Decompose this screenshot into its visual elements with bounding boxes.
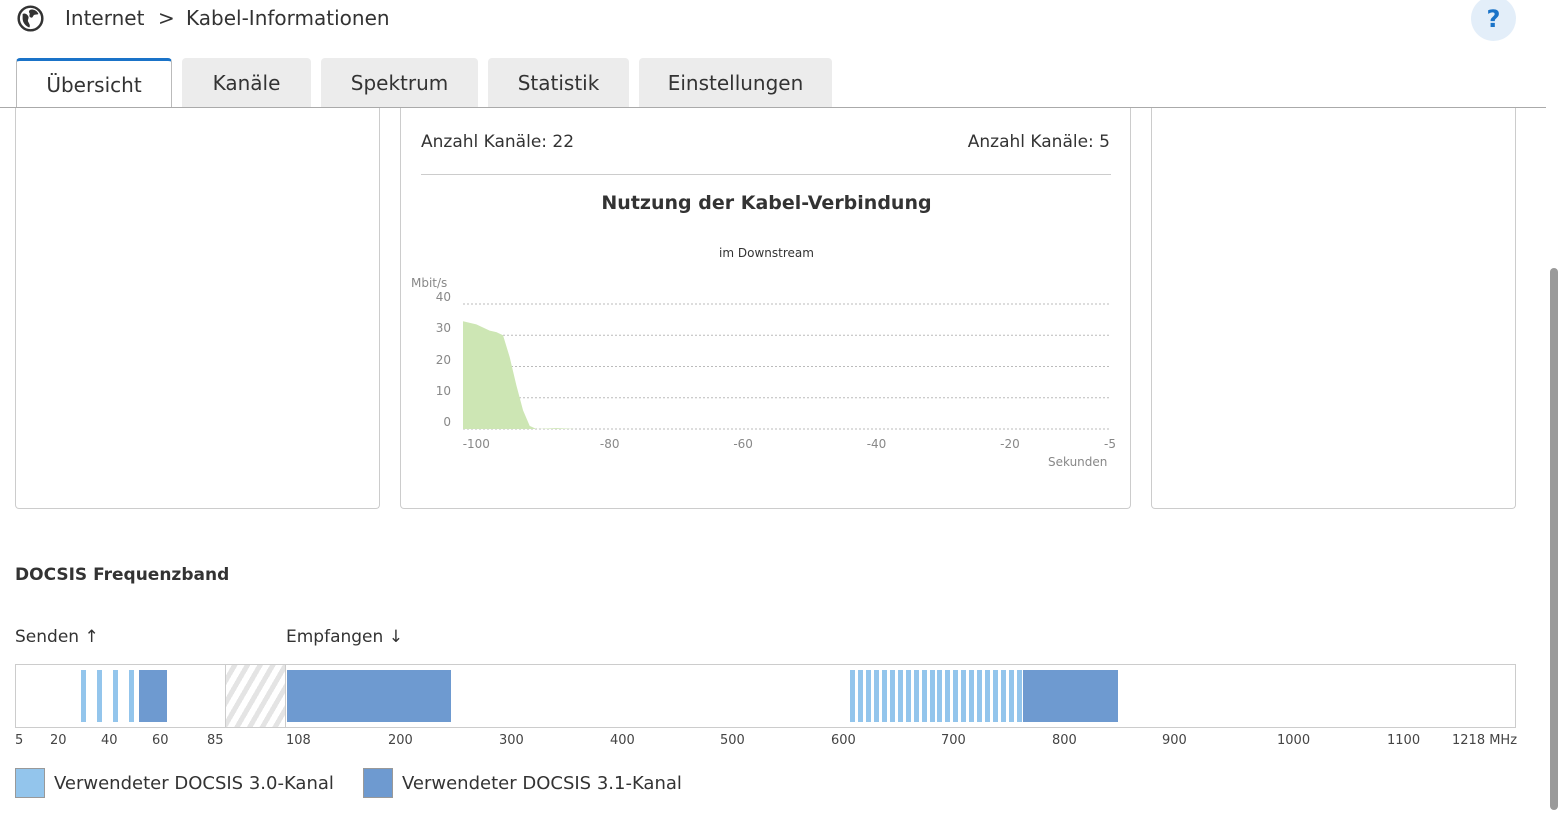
downstream-docsis30-channel xyxy=(1009,670,1014,722)
breadcrumb-separator-icon: > xyxy=(158,6,175,30)
upstream-docsis30-channel xyxy=(97,670,102,722)
breadcrumb-internet[interactable]: Internet xyxy=(65,6,145,30)
upstream-docsis30-channel xyxy=(129,670,134,722)
right-card xyxy=(1151,108,1516,509)
downstream-docsis31-channel xyxy=(287,670,451,722)
tab-statistik[interactable]: Statistik xyxy=(488,58,629,107)
legend-swatch-docsis31 xyxy=(363,768,393,798)
breadcrumb-current: Kabel-Informationen xyxy=(186,6,390,30)
legend-swatch-docsis30 xyxy=(15,768,45,798)
frequency-tick-label: 5 xyxy=(15,733,24,748)
y-tick-label: 30 xyxy=(435,321,451,336)
arrow-up-icon: ↑ xyxy=(84,627,99,647)
downstream-docsis30-channel xyxy=(993,670,999,722)
downstream-docsis30-channel xyxy=(889,670,895,722)
frequency-tick-label: 400 xyxy=(610,733,635,748)
downstream-docsis31-channel xyxy=(1023,670,1118,722)
frequency-tick-label: 300 xyxy=(499,733,524,748)
frequency-tick-label: 600 xyxy=(831,733,856,748)
send-label: Senden ↑ xyxy=(15,627,99,647)
downstream-docsis30-channel xyxy=(857,670,863,722)
downstream-docsis30-channel xyxy=(850,670,855,722)
help-icon: ? xyxy=(1486,4,1501,33)
frequency-tick-label: 900 xyxy=(1162,733,1187,748)
legend-docsis30: Verwendeter DOCSIS 3.0-Kanal xyxy=(54,773,334,794)
arrow-down-icon: ↓ xyxy=(388,627,403,647)
tab-kanaele[interactable]: Kanäle xyxy=(182,58,311,107)
downstream-docsis30-channel xyxy=(985,670,991,722)
downstream-docsis30-channel xyxy=(969,670,975,722)
frequency-tick-label: 800 xyxy=(1052,733,1077,748)
downstream-docsis30-channel xyxy=(881,670,887,722)
x-tick-label: -5 xyxy=(1104,437,1116,451)
globe-icon xyxy=(17,5,44,32)
chart-title: Nutzung der Kabel-Verbindung xyxy=(601,192,932,214)
downstream-docsis30-channel xyxy=(945,670,951,722)
left-card xyxy=(15,108,380,509)
scrollbar-thumb[interactable] xyxy=(1550,268,1558,810)
downstream-docsis30-channel xyxy=(1001,670,1007,722)
card-divider xyxy=(421,174,1111,175)
tab-divider xyxy=(0,107,1546,108)
tab-einstellungen[interactable]: Einstellungen xyxy=(639,58,832,107)
frequency-tick-label: 200 xyxy=(388,733,413,748)
downstream-docsis30-channel xyxy=(905,670,911,722)
legend-docsis31: Verwendeter DOCSIS 3.1-Kanal xyxy=(402,773,682,794)
frequency-band-bar xyxy=(15,664,1516,728)
downstream-docsis30-channel xyxy=(1016,670,1022,722)
frequency-tick-label: 40 xyxy=(101,733,118,748)
downstream-docsis30-channel xyxy=(953,670,959,722)
frequency-tick-label: 500 xyxy=(720,733,745,748)
x-axis-label: Sekunden xyxy=(1048,455,1108,469)
frequency-tick-label: 108 xyxy=(286,733,311,748)
y-tick-label: 40 xyxy=(435,290,451,304)
tab-spektrum[interactable]: Spektrum xyxy=(321,58,478,107)
y-tick-label: 0 xyxy=(443,415,451,429)
frequency-tick-label: 700 xyxy=(941,733,966,748)
downstream-docsis30-channel xyxy=(961,670,967,722)
guard-band-hatch xyxy=(225,665,286,727)
downstream-docsis30-channel xyxy=(873,670,879,722)
downstream-docsis30-channel xyxy=(897,670,903,722)
y-tick-label: 10 xyxy=(435,383,451,398)
frequency-tick-label: 1000 xyxy=(1277,733,1311,748)
x-tick-label: -60 xyxy=(733,437,753,451)
x-tick-label: -20 xyxy=(1000,437,1020,451)
tab-uebersicht[interactable]: Übersicht xyxy=(16,58,172,108)
upstream-docsis30-channel xyxy=(113,670,118,722)
upstream-channel-count: Anzahl Kanäle: 22 xyxy=(421,132,575,152)
receive-text: Empfangen xyxy=(286,627,384,647)
frequency-tick-label: 60 xyxy=(152,733,169,748)
usage-card: Anzahl Kanäle: 22 Anzahl Kanäle: 5 Nutzu… xyxy=(400,108,1131,509)
x-tick-label: -80 xyxy=(599,437,620,451)
frequency-tick-label: 1218 MHz xyxy=(1452,733,1518,748)
frequency-tick-label: 1100 xyxy=(1387,733,1421,748)
scrollbar[interactable] xyxy=(1546,0,1565,824)
downstream-docsis30-channel xyxy=(937,670,943,722)
help-button[interactable]: ? xyxy=(1471,0,1516,41)
frequency-tick-label: 85 xyxy=(207,733,224,748)
x-tick-label: -40 xyxy=(866,437,887,451)
frequency-tick-label: 20 xyxy=(50,733,67,748)
upstream-docsis31-channel xyxy=(139,670,167,722)
downstream-docsis30-channel xyxy=(913,670,919,722)
y-axis-label: Mbit/s xyxy=(411,276,448,290)
downstream-channel-count: Anzahl Kanäle: 5 xyxy=(967,132,1110,152)
send-text: Senden xyxy=(15,627,80,647)
x-tick-label: -100 xyxy=(462,437,490,451)
y-tick-label: 20 xyxy=(435,352,451,367)
usage-area xyxy=(463,321,1110,429)
downstream-docsis30-channel xyxy=(929,670,935,722)
receive-label: Empfangen ↓ xyxy=(286,627,403,647)
freqband-title: DOCSIS Frequenzband xyxy=(15,565,230,585)
downstream-docsis30-channel xyxy=(921,670,927,722)
downstream-docsis30-channel xyxy=(977,670,983,722)
chart-subtitle: im Downstream xyxy=(719,246,814,260)
upstream-docsis30-channel xyxy=(81,670,86,722)
downstream-docsis30-channel xyxy=(865,670,871,722)
